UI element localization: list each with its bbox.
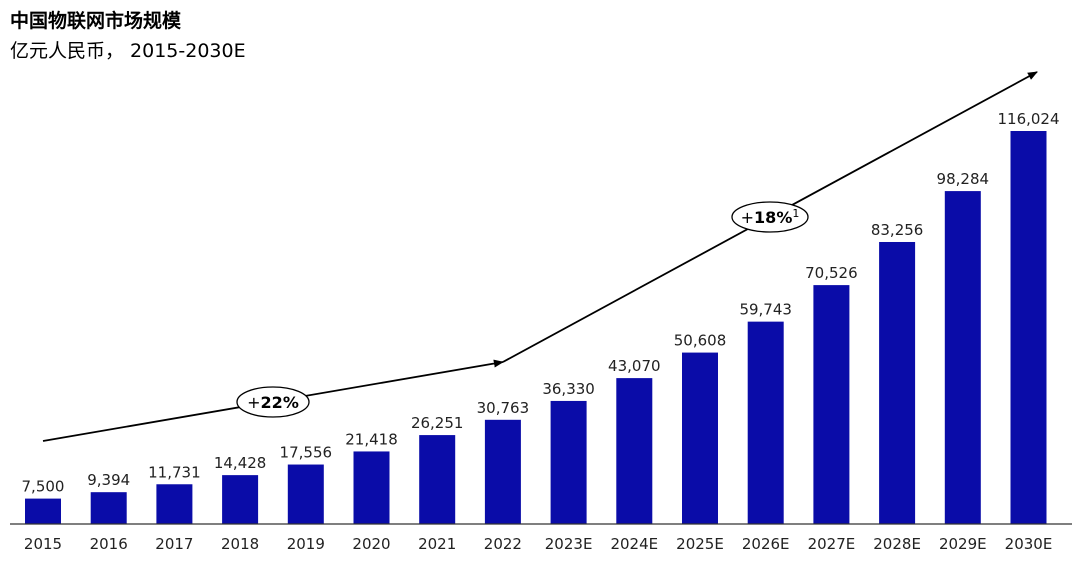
- bar-2015: [25, 498, 61, 524]
- bar-2016: [90, 492, 127, 524]
- data-label-2017: 11,731: [148, 463, 201, 481]
- data-label-2022: 30,763: [477, 399, 530, 417]
- bar-2022: [484, 419, 521, 524]
- x-tick-2022: 2022: [484, 535, 522, 553]
- x-tick-2021: 2021: [418, 535, 456, 553]
- x-tick-2016: 2016: [90, 535, 128, 553]
- bar-2023E: [550, 400, 587, 524]
- data-label-2030E: 116,024: [997, 110, 1059, 128]
- x-tick-2029E: 2029E: [939, 535, 987, 553]
- data-label-2019: 17,556: [280, 444, 333, 462]
- chart-subtitle: 亿元人民币， 2015-2030E: [10, 40, 246, 62]
- bar-2025E: [682, 352, 718, 524]
- cagr-prefix-0: +: [247, 393, 260, 412]
- cagr-prefix-1: +: [741, 208, 754, 227]
- bar-2018: [222, 475, 259, 524]
- x-tick-2017: 2017: [155, 535, 193, 553]
- data-label-2026E: 59,743: [739, 301, 792, 319]
- data-label-2020: 21,418: [345, 430, 398, 448]
- x-tick-2018: 2018: [221, 535, 259, 553]
- data-label-2021: 26,251: [411, 414, 464, 432]
- bar-2024E: [616, 378, 653, 524]
- bar-2021: [419, 435, 456, 524]
- cagr-badge-0: [236, 386, 310, 418]
- bar-2026E: [747, 321, 784, 524]
- bar-2028E: [879, 241, 916, 524]
- bar-2030E: [1010, 131, 1047, 524]
- data-label-2018: 14,428: [214, 454, 267, 472]
- data-label-2024E: 43,070: [608, 357, 661, 375]
- x-tick-2030E: 2030E: [1005, 535, 1053, 553]
- x-tick-2023E: 2023E: [545, 535, 593, 553]
- x-tick-2019: 2019: [287, 535, 325, 553]
- growth-arrows: +22%+18%1: [42, 71, 1038, 442]
- data-label-2027E: 70,526: [805, 264, 858, 282]
- x-tick-2024E: 2024E: [610, 535, 658, 553]
- data-label-2025E: 50,608: [674, 332, 727, 350]
- bar-2027E: [813, 285, 850, 524]
- x-tick-2027E: 2027E: [808, 535, 856, 553]
- x-tick-2015: 2015: [24, 535, 62, 553]
- bar-2017: [156, 484, 193, 524]
- cagr-label-1: +18%1: [741, 207, 800, 227]
- x-tick-2026E: 2026E: [742, 535, 790, 553]
- bar-2019: [287, 464, 324, 524]
- cagr-badge-1: [731, 201, 809, 233]
- cagr-footnote-1: 1: [792, 207, 799, 220]
- data-label-2023E: 36,330: [542, 380, 595, 398]
- x-tick-2025E: 2025E: [676, 535, 724, 553]
- bar-2020: [353, 451, 390, 524]
- bar-2029E: [944, 191, 981, 524]
- data-label-2028E: 83,256: [871, 221, 924, 239]
- cagr-value-0: 22%: [261, 393, 299, 412]
- data-label-2016: 9,394: [87, 471, 130, 489]
- cagr-label-0: +22%: [247, 393, 299, 412]
- data-label-2029E: 98,284: [937, 170, 990, 188]
- x-tick-2020: 2020: [352, 535, 390, 553]
- cagr-value-1: 18%: [754, 208, 792, 227]
- chart-title: 中国物联网市场规模: [10, 10, 182, 32]
- x-tick-2028E: 2028E: [873, 535, 921, 553]
- data-label-2015: 7,500: [22, 478, 65, 496]
